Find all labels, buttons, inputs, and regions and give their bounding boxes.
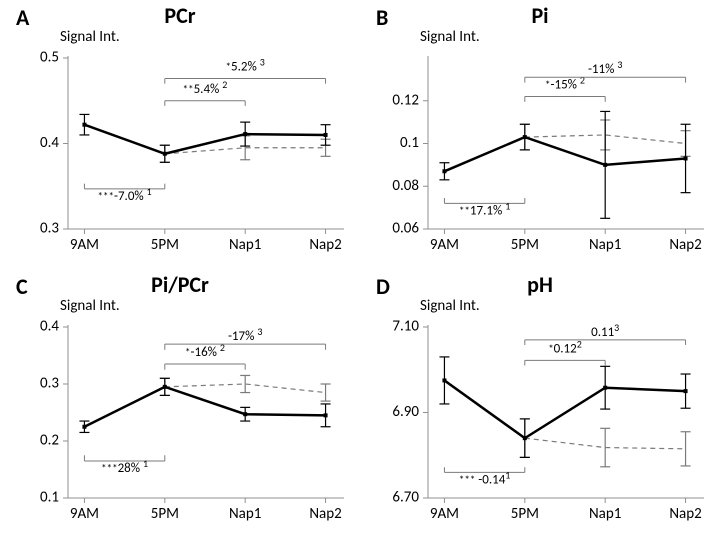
y-tick-label: 0.2 [40,432,59,450]
x-tick-label: 5PM [151,505,179,523]
x-tick-label: 5PM [511,505,539,523]
y-tick-label: 0.1 [40,489,59,507]
x-tick-label: 5PM [151,236,179,254]
x-tick-label: 9AM [430,236,459,254]
y-tick-label: 0.12 [392,91,419,109]
bracket-label: *** -0.141 [459,468,510,487]
panel-title: pH [360,271,720,298]
x-tick-label: Nap1 [229,236,261,254]
panel-c: CPi/PCrSignal Int.0.10.20.30.49AM5PMNap1… [0,269,360,538]
y-tick-label: 7.10 [392,318,419,336]
y-axis-label: Signal Int. [60,28,120,46]
chart-svg: 0.10.20.30.49AM5PMNap1Nap2***28% 1*-16% … [0,269,360,538]
chart-svg: 0.3 0.4 0.5 9AM 5PM Nap1 Nap2 ***-7.0% 1 **5.4% … [0,0,360,269]
panel-a: APCrSignal Int.0.30.40.59AM5PMNap1Nap2**… [0,0,360,269]
y-tick-label: 0.1 [400,134,419,152]
chart-svg: 0.06 0.08 0.1 0.12 9AM 5PM Nap1 Nap2 **17.1% 1 *-… [360,0,720,269]
x-tick-label: 9AM [70,505,99,523]
y-tick-label: 0.5 [40,49,59,67]
panel-title: PCr [0,2,360,29]
y-tick-label: 6.70 [392,489,419,507]
y-tick-label: 0.4 [40,318,59,336]
x-tick-label: Nap2 [669,505,701,523]
bracket-label: ***28% 1 [101,457,148,476]
panel-title: Pi [360,2,720,29]
y-tick-label: 6.90 [392,403,419,421]
series-solid [444,137,685,171]
x-tick-label: 9AM [70,236,99,254]
bracket-label: *5.2% 3 [226,56,265,75]
y-tick-label: 0.08 [392,177,419,195]
x-tick-label: Nap1 [589,236,621,254]
y-axis-label: Signal Int. [420,28,480,46]
panel-grid: APCrSignal Int.0.30.40.59AM5PMNap1Nap2**… [0,0,720,538]
chart-svg: 6.706.907.109AM5PMNap1Nap2*** -0.141*0.1… [360,269,720,538]
y-tick-label: 0.06 [392,220,419,238]
bracket-label: **5.4% 2 [183,78,228,97]
bracket-label: ***-7.0% 1 [98,185,152,204]
x-tick-label: 9AM [430,505,459,523]
y-axis-label: Signal Int. [420,297,480,315]
x-tick-label: Nap2 [309,236,341,254]
series-solid [84,387,325,427]
bracket-label: 0.113 [591,321,619,340]
y-tick-label: 0.4 [40,134,59,152]
bracket-label: -17% 3 [228,325,262,344]
y-tick-label: 0.3 [40,375,59,393]
y-axis-label: Signal Int. [60,297,120,315]
panel-title: Pi/PCr [0,271,360,298]
y-tick-label: 0.3 [40,220,59,238]
bracket-label: **17.1% 1 [459,199,510,218]
x-tick-label: Nap2 [309,505,341,523]
series-solid [444,380,685,438]
x-tick-label: 5PM [511,236,539,254]
x-tick-label: Nap1 [229,505,261,523]
series-solid [84,125,325,154]
x-tick-label: Nap2 [669,236,701,254]
x-tick-label: Nap1 [589,505,621,523]
bracket-label: -11% 3 [588,58,622,77]
panel-d: DpHSignal Int.6.706.907.109AM5PMNap1Nap2… [360,269,720,538]
panel-b: BPiSignal Int.0.060.080.10.129AM5PMNap1N… [360,0,720,269]
bracket-label: *-15% 2 [545,73,585,92]
